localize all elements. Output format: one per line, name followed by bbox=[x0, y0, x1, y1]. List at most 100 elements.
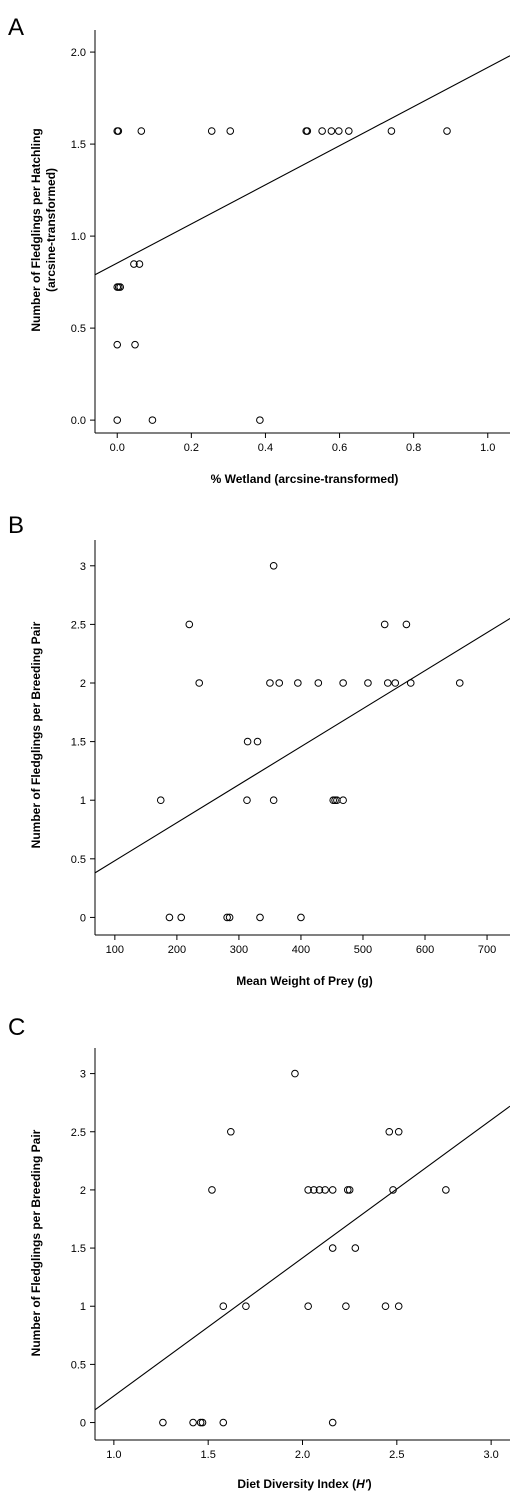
data-point bbox=[148, 416, 157, 424]
data-point bbox=[177, 913, 186, 922]
data-point bbox=[327, 127, 336, 135]
data-point bbox=[391, 679, 400, 687]
data-point bbox=[345, 1186, 354, 1194]
data-point bbox=[225, 913, 234, 922]
data-point bbox=[256, 913, 264, 922]
regression-line bbox=[94, 618, 510, 874]
regression-line bbox=[94, 1105, 510, 1411]
data-point bbox=[342, 1302, 350, 1311]
x-tick-label: 200 bbox=[168, 944, 186, 956]
data-point bbox=[131, 340, 139, 349]
data-point bbox=[402, 620, 411, 629]
data-point bbox=[345, 127, 353, 135]
x-tick-label: 2.5 bbox=[389, 1449, 404, 1461]
data-point bbox=[269, 796, 278, 805]
x-tick-label: 0.0 bbox=[110, 442, 125, 454]
data-point bbox=[351, 1244, 360, 1252]
y-tick-label: 2.0 bbox=[71, 47, 86, 59]
data-point bbox=[253, 737, 262, 746]
x-tick-label: 0.4 bbox=[258, 442, 273, 454]
data-point bbox=[303, 127, 312, 135]
x-axis-title-italic: H′ bbox=[356, 1477, 369, 1491]
data-point bbox=[269, 561, 278, 570]
x-tick-label: 500 bbox=[354, 944, 372, 956]
data-point bbox=[242, 1302, 250, 1311]
data-point bbox=[394, 1127, 403, 1136]
data-point bbox=[165, 913, 174, 922]
data-point bbox=[442, 1186, 450, 1194]
x-tick-label: 700 bbox=[478, 944, 496, 956]
data-point bbox=[321, 1186, 329, 1194]
data-point bbox=[304, 1186, 312, 1194]
data-point bbox=[227, 1127, 235, 1136]
data-point bbox=[243, 737, 252, 746]
y-tick-label: 1.5 bbox=[71, 737, 86, 749]
data-point bbox=[328, 1186, 337, 1194]
data-point bbox=[226, 127, 235, 135]
y-axis-title: Number of Fledglings per Hatchling bbox=[29, 128, 43, 331]
data-point bbox=[185, 620, 194, 629]
data-point bbox=[381, 1302, 390, 1311]
data-point bbox=[208, 1186, 216, 1194]
data-point bbox=[116, 283, 124, 291]
x-axis-title: Mean Weight of Prey (g) bbox=[236, 974, 372, 988]
data-point bbox=[387, 127, 396, 135]
x-axis-title: % Wetland (arcsine-transformed) bbox=[211, 472, 399, 486]
x-tick-label: 0.8 bbox=[406, 442, 421, 454]
data-point bbox=[339, 679, 347, 687]
data-point bbox=[256, 416, 264, 424]
y-tick-label: 3 bbox=[80, 1069, 86, 1081]
data-point bbox=[189, 1418, 197, 1427]
data-point bbox=[380, 620, 389, 629]
data-point bbox=[219, 1302, 228, 1311]
y-tick-label: 0.5 bbox=[71, 854, 86, 866]
y-tick-label: 2 bbox=[80, 1185, 86, 1197]
data-point bbox=[304, 1302, 312, 1311]
data-point bbox=[266, 679, 274, 687]
y-tick-label: 1.5 bbox=[71, 139, 86, 151]
data-point bbox=[406, 679, 415, 687]
x-tick-label: 1.5 bbox=[201, 1449, 216, 1461]
data-point bbox=[383, 679, 392, 687]
data-point bbox=[219, 1418, 228, 1427]
y-tick-label: 1.0 bbox=[71, 231, 86, 243]
x-tick-label: 0.2 bbox=[184, 442, 199, 454]
data-point bbox=[207, 127, 216, 135]
data-point bbox=[275, 679, 284, 687]
data-point bbox=[385, 1127, 394, 1136]
regression-line bbox=[94, 55, 510, 276]
y-tick-label: 2.5 bbox=[71, 619, 86, 631]
y-tick-label: 3 bbox=[80, 561, 86, 573]
y-axis-title-line2: (arcsine-transformed) bbox=[44, 168, 58, 292]
x-tick-label: 100 bbox=[106, 944, 124, 956]
data-point bbox=[443, 127, 451, 135]
y-tick-label: 0.0 bbox=[71, 415, 86, 427]
x-tick-label: 2.0 bbox=[295, 1449, 310, 1461]
x-tick-label: 300 bbox=[230, 944, 248, 956]
data-point bbox=[318, 127, 326, 135]
x-tick-label: 3.0 bbox=[483, 1449, 498, 1461]
y-axis-title: Number of Fledglings per Breeding Pair bbox=[29, 1129, 43, 1356]
data-point bbox=[113, 416, 122, 424]
data-point bbox=[198, 1418, 207, 1427]
y-tick-label: 0 bbox=[80, 1418, 86, 1430]
data-point bbox=[195, 679, 204, 687]
panel-c: C 1.0 1.5 2.0 2.5 3.0 0 0.5 1 1.5 2 2.5 3 Diet Divers… bbox=[8, 1014, 510, 1491]
data-point bbox=[223, 913, 231, 922]
x-tick-label: 400 bbox=[292, 944, 310, 956]
y-tick-label: 1.5 bbox=[71, 1243, 86, 1255]
y-tick-label: 1 bbox=[80, 1301, 86, 1313]
data-point bbox=[315, 1186, 324, 1194]
data-point bbox=[291, 1069, 299, 1078]
y-tick-label: 1 bbox=[80, 795, 86, 807]
x-tick-label: 1.0 bbox=[480, 442, 495, 454]
panel-b: B 100 200 300 400 500 600 700 0 0.5 1 1.5 2 2.5 3 Mean … bbox=[8, 512, 510, 988]
panel-letter: B bbox=[8, 512, 24, 539]
x-tick-label: 0.6 bbox=[332, 442, 347, 454]
data-point bbox=[389, 1186, 397, 1194]
data-point bbox=[243, 796, 251, 805]
data-point bbox=[156, 796, 165, 805]
data-point bbox=[310, 1186, 318, 1194]
data-point bbox=[314, 679, 323, 687]
